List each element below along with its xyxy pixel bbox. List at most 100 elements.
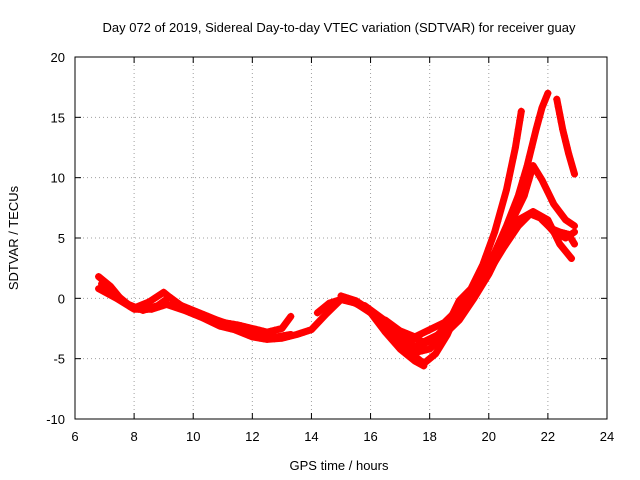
data-point [121,300,129,308]
data-point [525,153,533,161]
data-point [466,300,474,308]
data-point [476,267,484,275]
data-point [422,346,430,354]
data-point [289,331,297,339]
data-point [481,276,489,284]
data-point [361,302,369,310]
data-point [559,125,567,133]
data-point [396,331,404,339]
data-point [539,100,547,108]
data-point [407,344,415,352]
data-point [259,335,267,343]
chart-title: Day 072 of 2019, Sidereal Day-to-day VTE… [102,20,576,35]
data-point [411,333,419,341]
data-point [459,300,467,308]
data-point [248,333,256,341]
data-point [494,217,502,225]
data-point [525,177,533,185]
data-point [423,336,431,344]
data-point [509,154,517,162]
data-point [538,176,546,184]
data-point [553,204,561,212]
data-point [440,331,448,339]
data-point [470,279,478,287]
data-point [437,334,445,342]
data-point [296,329,304,337]
data-point [497,207,505,215]
data-point [155,303,163,311]
data-point [385,319,393,327]
data-point [352,297,360,305]
x-axis-title: GPS time / hours [290,458,389,473]
data-point [485,244,493,252]
data-point [117,297,125,305]
data-point [348,296,356,304]
data-point [477,282,485,290]
data-point [239,329,247,337]
data-point [562,247,570,255]
data-point [429,324,437,332]
series-trace-8 [396,207,576,357]
data-point [429,341,437,349]
data-point [535,115,543,123]
data-point [126,302,134,310]
axis-ticks [74,56,608,420]
data-point [159,302,167,310]
data-point [426,326,434,334]
data-point [216,322,224,330]
x-tick-label: 12 [245,429,259,444]
data-point [99,287,107,295]
data-point [341,293,349,301]
y-axis-title: SDTVAR / TECUs [6,185,21,290]
x-tick-label: 24 [600,429,614,444]
x-tick-label: 8 [130,429,137,444]
data-point [194,312,202,320]
data-point [566,155,574,163]
data-point [448,311,456,319]
data-point [274,325,282,333]
data-point [570,222,578,230]
data-point [505,175,513,183]
data-point [479,261,487,269]
data-point [517,198,525,206]
data-point [518,214,526,222]
data-point [420,338,428,346]
series-line [361,162,578,346]
data-point [235,328,243,336]
data-point [160,288,168,296]
data-point [287,312,295,320]
x-tick-label: 10 [186,429,200,444]
data-point [325,299,333,307]
data-point [337,292,345,300]
data-point [282,333,290,341]
data-point [311,322,319,330]
data-point [536,172,544,180]
x-tick-label: 6 [71,429,78,444]
data-point [422,328,430,336]
data-point [256,334,264,342]
tick-labels: 6 8 10 12 14 16 18 20 22 24 -10 -5 0 5 10 15 20 [46,50,614,444]
data-point [203,316,211,324]
data-point [511,144,519,151]
data-point [541,182,549,190]
data-point [207,318,215,326]
data-point [563,144,571,151]
data-point [550,200,558,208]
y-tick-label: 5 [58,231,65,246]
data-point [108,292,116,300]
data-point [529,207,537,215]
data-point [411,349,419,357]
data-point [556,208,564,216]
data-point [432,350,440,358]
data-point [315,318,323,326]
y-tick-label: 20 [51,50,65,65]
data-point [485,270,493,278]
data-point [322,310,330,318]
data-point [507,228,515,236]
data-point [149,296,157,304]
data-point [529,162,537,170]
data-point [568,255,576,263]
data-point [404,340,411,348]
data-point [527,169,535,177]
data-point [169,296,177,304]
